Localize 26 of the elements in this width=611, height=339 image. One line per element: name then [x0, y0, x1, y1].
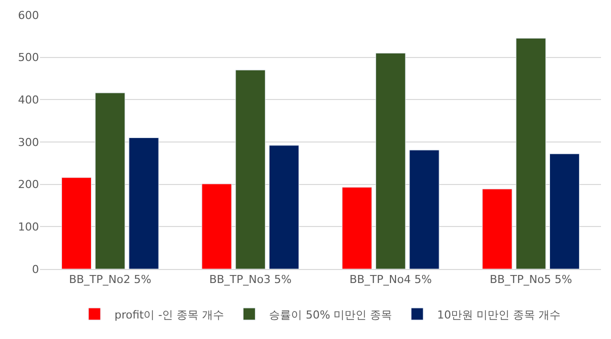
y-tick-label: 500 [18, 51, 39, 64]
bar [342, 187, 372, 269]
bar [549, 154, 580, 269]
bar [61, 177, 92, 269]
legend-label: 승률이 50% 미만인 종목 [269, 308, 392, 322]
x-tick-label: BB_TP_No3 5% [209, 273, 292, 286]
bar [128, 138, 159, 269]
bar [516, 38, 546, 269]
legend-label: profit이 -인 종목 개수 [114, 308, 224, 322]
y-tick-label: 0 [32, 262, 39, 276]
y-tick-label: 600 [18, 8, 39, 22]
y-tick-label: 100 [18, 220, 39, 234]
y-tick-label: 400 [18, 94, 39, 107]
x-tick-label: BB_TP_No5 5% [490, 273, 572, 286]
y-tick-label: 200 [18, 178, 39, 192]
bar [268, 145, 300, 269]
bar [376, 52, 406, 269]
x-tick-label: BB_TP_No2 5% [68, 273, 152, 286]
bar [235, 70, 266, 269]
bar [95, 92, 126, 269]
bar [409, 150, 440, 269]
y-tick-label: 300 [18, 136, 39, 149]
bar [202, 184, 232, 269]
legend-label: 10만원 미만인 종목 개수 [437, 308, 561, 322]
bar [482, 188, 512, 269]
x-tick-label: BB_TP_No4 5% [349, 273, 432, 286]
